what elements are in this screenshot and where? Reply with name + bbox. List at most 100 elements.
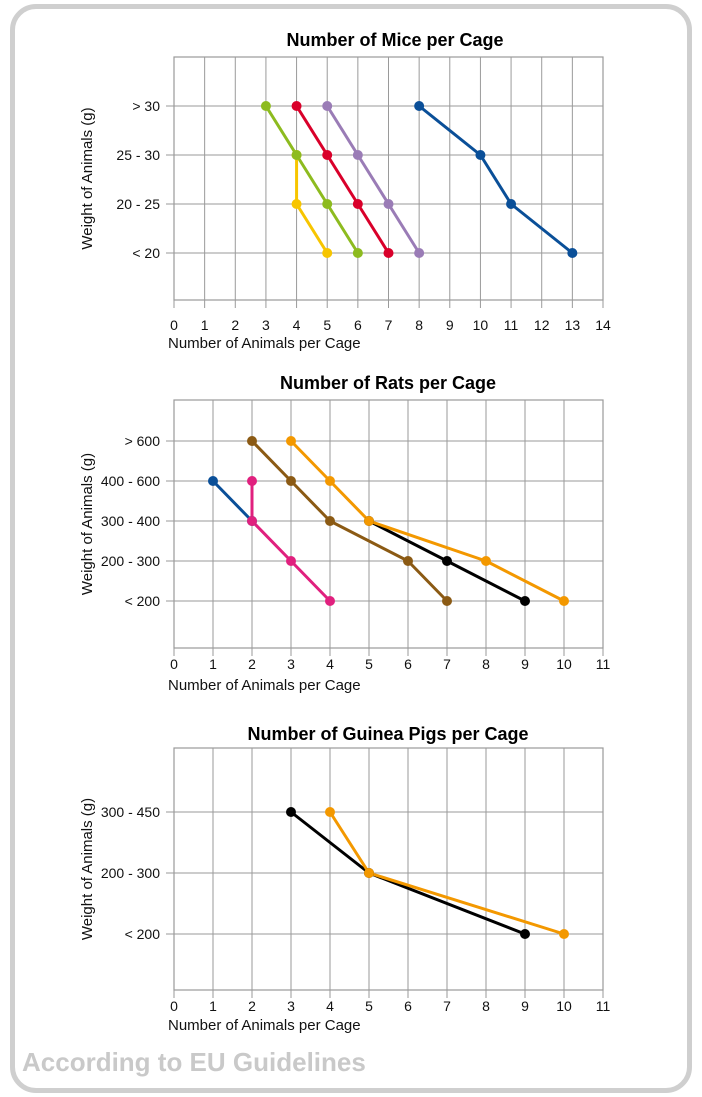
y-axis-label: Weight of Animals (g) <box>79 107 96 249</box>
x-tick-label: 11 <box>596 656 611 672</box>
y-axis-label: Weight of Animals (g) <box>79 798 96 940</box>
data-point <box>322 248 333 258</box>
x-tick-label: 4 <box>326 998 334 1014</box>
x-tick-label: 10 <box>556 998 572 1014</box>
x-tick-label: 8 <box>415 317 423 333</box>
data-point <box>559 929 569 939</box>
series-line <box>264 105 360 254</box>
data-point <box>322 199 333 209</box>
x-tick-label: 7 <box>443 998 451 1014</box>
x-tick-label: 1 <box>209 656 217 672</box>
x-tick-label: 5 <box>323 317 331 333</box>
series-line <box>295 105 390 254</box>
x-tick-label: 7 <box>385 317 393 333</box>
data-point <box>208 476 218 486</box>
series-line <box>211 479 254 523</box>
data-point <box>383 199 394 209</box>
x-tick-label: 10 <box>556 656 572 672</box>
data-point <box>352 199 363 209</box>
data-point <box>352 248 363 258</box>
x-tick-label: 2 <box>248 656 256 672</box>
x-tick-label: 3 <box>287 656 295 672</box>
x-tick-label: 13 <box>565 317 581 333</box>
chart-title: Number of Rats per Cage <box>280 373 496 393</box>
y-tick-label: < 200 <box>125 926 161 942</box>
y-tick-label: > 600 <box>125 433 161 449</box>
data-point <box>567 248 578 258</box>
x-tick-label: 10 <box>473 317 489 333</box>
series-line <box>325 105 421 254</box>
data-point <box>286 556 296 566</box>
y-tick-label: 400 - 600 <box>101 473 160 489</box>
data-point <box>291 101 302 111</box>
footer-caption: According to EU Guidelines <box>22 1047 366 1077</box>
data-point <box>325 807 335 817</box>
x-tick-label: 0 <box>170 998 178 1014</box>
x-tick-label: 9 <box>521 656 529 672</box>
x-tick-label: 9 <box>446 317 454 333</box>
x-tick-label: 6 <box>404 656 412 672</box>
x-axis-label: Number of Animals per Cage <box>168 335 361 352</box>
data-point <box>322 150 333 160</box>
x-tick-label: 2 <box>248 998 256 1014</box>
y-tick-label: 25 - 30 <box>116 147 160 163</box>
x-tick-label: 8 <box>482 656 490 672</box>
x-tick-label: 5 <box>365 998 373 1014</box>
x-tick-label: 1 <box>201 317 209 333</box>
y-axis-label: Weight of Animals (g) <box>79 453 96 595</box>
data-point <box>286 807 296 817</box>
data-point <box>383 248 394 258</box>
x-tick-label: 6 <box>404 998 412 1014</box>
x-tick-label: 6 <box>354 317 362 333</box>
data-point <box>520 596 530 606</box>
x-axis-label: Number of Animals per Cage <box>168 677 361 694</box>
chart-title: Number of Guinea Pigs per Cage <box>247 724 528 744</box>
x-tick-label: 11 <box>504 317 519 333</box>
data-point <box>325 476 335 486</box>
chart-title: Number of Mice per Cage <box>286 30 503 50</box>
guinea-pigs-chart: Number of Guinea Pigs per Cage 0 1 2 3 4 5 6 7 8 9… <box>79 724 611 1034</box>
x-tick-label: 11 <box>596 998 611 1014</box>
data-point <box>247 436 257 446</box>
data-point <box>506 199 517 209</box>
x-tick-label: 3 <box>287 998 295 1014</box>
plot-area <box>173 399 604 649</box>
data-point <box>291 199 302 209</box>
x-tick-label: 0 <box>170 317 178 333</box>
x-tick-label: 8 <box>482 998 490 1014</box>
x-tick-label: 5 <box>365 656 373 672</box>
series-line <box>418 104 574 255</box>
data-point <box>520 929 530 939</box>
data-point <box>247 476 257 486</box>
y-tick-label: 300 - 400 <box>101 513 160 529</box>
rats-chart: Number of Rats per Cage 0 1 2 3 4 5 6 7 8 9 10 11 > 6… <box>79 373 611 694</box>
x-tick-label: 9 <box>521 998 529 1014</box>
y-tick-label: 200 - 300 <box>101 865 160 881</box>
x-tick-label: 3 <box>262 317 270 333</box>
series-line <box>250 481 332 603</box>
data-point <box>475 150 486 160</box>
x-tick-label: 7 <box>443 656 451 672</box>
data-point <box>364 516 374 526</box>
data-point <box>325 516 335 526</box>
data-point <box>481 556 491 566</box>
y-tick-label: < 200 <box>125 593 161 609</box>
data-point <box>403 556 413 566</box>
data-point <box>260 101 271 111</box>
data-point <box>291 150 302 160</box>
x-tick-label: 12 <box>534 317 550 333</box>
y-tick-label: 20 - 25 <box>116 196 160 212</box>
data-point <box>247 516 257 526</box>
x-tick-label: 4 <box>293 317 301 333</box>
x-axis-label: Number of Animals per Cage <box>168 1017 361 1034</box>
data-point <box>414 101 425 111</box>
plot-area <box>173 747 604 991</box>
data-point <box>442 596 452 606</box>
y-tick-label: 200 - 300 <box>101 553 160 569</box>
y-tick-label: 300 - 450 <box>101 804 160 820</box>
data-point <box>286 476 296 486</box>
x-tick-label: 2 <box>231 317 239 333</box>
data-point <box>322 101 333 111</box>
data-point <box>364 868 374 878</box>
